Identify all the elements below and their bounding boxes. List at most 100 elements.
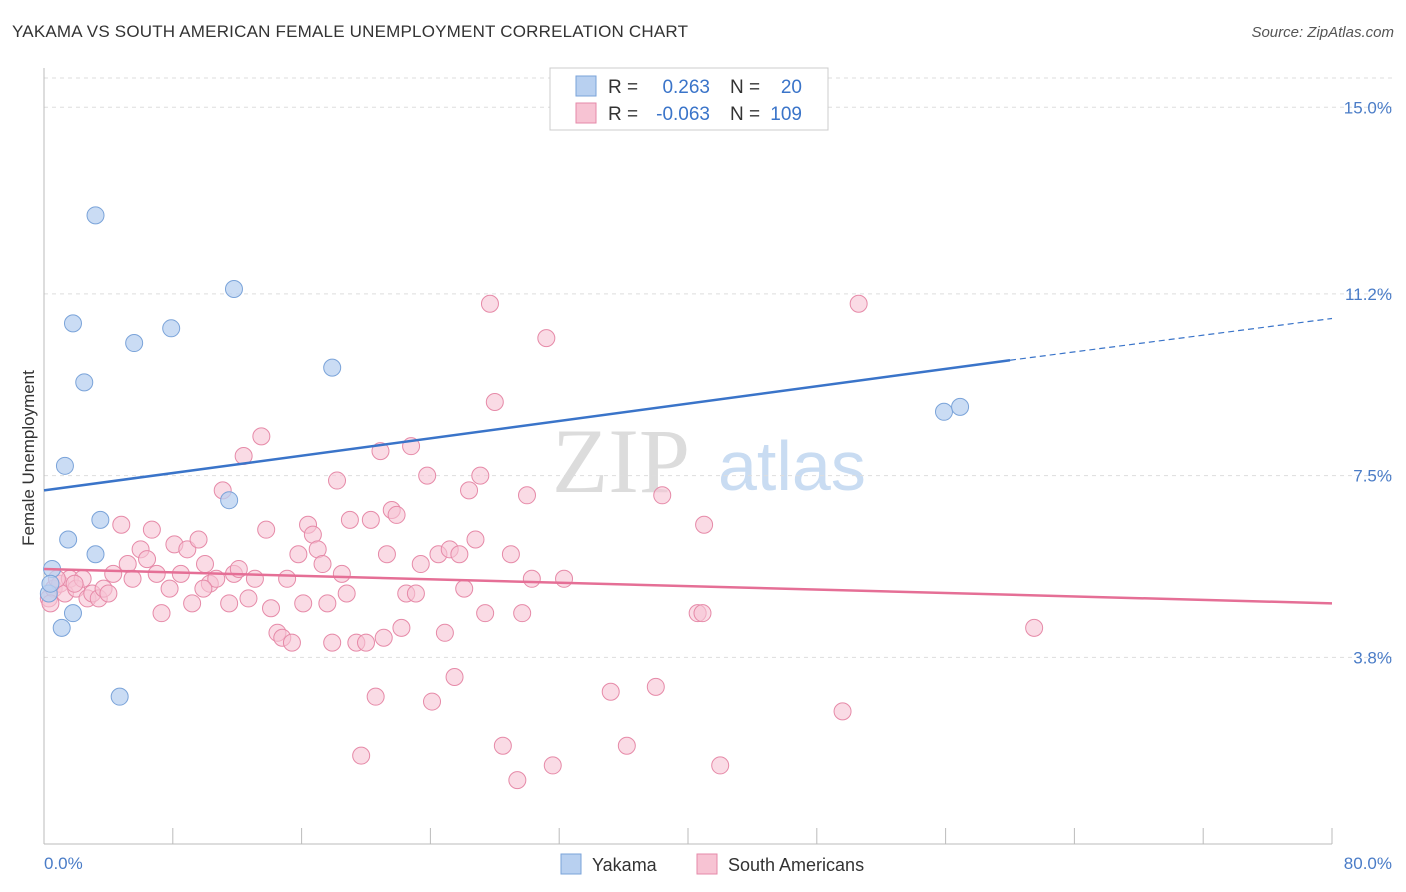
yakama-points	[39, 206, 970, 706]
south-americans-point	[323, 633, 342, 652]
south-americans-point	[352, 746, 371, 765]
series-legend-label-south-americans: South Americans	[728, 855, 864, 875]
legend-r-label: R =	[608, 77, 638, 98]
south-americans-point	[138, 550, 157, 569]
south-americans-point	[522, 569, 541, 588]
legend-r-label: R =	[608, 104, 638, 125]
south-americans-point	[406, 584, 425, 603]
yakama-trend-extension	[1009, 317, 1333, 361]
south-americans-point	[196, 555, 214, 574]
y-tick-label: 11.2%	[1345, 285, 1392, 304]
south-americans-point	[294, 594, 313, 613]
legend-r-value: -0.063	[656, 104, 710, 125]
x-tick-label-max: 80.0%	[1344, 854, 1392, 873]
south-americans-point	[123, 569, 142, 588]
yakama-point	[63, 314, 82, 333]
south-americans-point	[278, 569, 297, 588]
yakama-point	[52, 618, 71, 637]
legend-swatch-south-americans	[575, 102, 597, 124]
yakama-point	[59, 530, 78, 549]
yakama-point	[63, 604, 82, 623]
south-americans-point	[418, 466, 437, 485]
south-americans-point	[555, 569, 574, 588]
south-americans-point	[104, 564, 123, 583]
south-americans-point	[160, 579, 179, 598]
south-americans-point	[518, 486, 536, 505]
south-americans-point	[152, 604, 171, 623]
south-americans-point	[194, 579, 213, 598]
south-americans-point	[693, 604, 712, 623]
south-americans-point	[328, 471, 347, 490]
south-americans-point	[65, 574, 84, 593]
south-americans-point	[1025, 618, 1044, 637]
south-americans-point	[252, 427, 271, 446]
south-americans-point	[262, 599, 281, 618]
legend-n-label: N =	[730, 77, 760, 98]
south-americans-point	[480, 294, 499, 313]
south-americans-point	[289, 545, 308, 564]
south-americans-point	[435, 623, 454, 642]
south-americans-point	[601, 682, 620, 701]
south-americans-point	[332, 564, 351, 583]
south-americans-point	[833, 702, 852, 721]
south-americans-point	[537, 329, 556, 348]
south-americans-trend-line	[43, 567, 1333, 605]
yakama-point	[951, 397, 970, 416]
south-americans-point	[485, 392, 504, 411]
south-americans-point	[361, 510, 380, 529]
south-americans-point	[387, 505, 406, 524]
south-americans-point	[411, 555, 430, 574]
yakama-point	[110, 687, 129, 706]
south-americans-point	[189, 530, 208, 549]
series-legend-swatch-yakama	[560, 853, 582, 875]
y-tick-label: 15.0%	[1344, 98, 1392, 117]
legend-n-value: 20	[781, 77, 802, 98]
yakama-point	[91, 510, 110, 529]
yakama-trend-line	[43, 358, 1011, 492]
south-americans-point	[99, 584, 118, 603]
south-americans-point	[245, 569, 264, 588]
south-americans-point	[466, 530, 485, 549]
south-americans-point	[513, 604, 532, 623]
south-americans-point	[239, 589, 258, 608]
series-legend-label-yakama: Yakama	[592, 855, 658, 875]
south-americans-point	[455, 579, 474, 598]
y-axis-title: Female Unemployment	[19, 370, 38, 546]
south-americans-point	[318, 594, 337, 613]
x-tick-label-min: 0.0%	[44, 854, 83, 873]
south-americans-point	[471, 466, 490, 485]
legend-r-value: 0.263	[662, 77, 710, 98]
south-americans-point	[112, 515, 131, 534]
south-americans-point	[617, 736, 636, 755]
correlation-legend: R = 0.263 N = 20 R = -0.063 N = 109	[549, 67, 829, 131]
watermark-atlas: atlas	[718, 427, 866, 505]
y-tick-labels: 3.8% 7.5% 11.2% 15.0%	[1344, 98, 1392, 667]
south-americans-points	[39, 294, 1044, 790]
south-americans-point	[377, 545, 396, 564]
yakama-point	[162, 319, 181, 338]
south-americans-point	[711, 756, 730, 775]
yakama-point	[86, 206, 105, 225]
south-americans-point	[366, 687, 385, 706]
south-americans-point	[282, 633, 301, 652]
south-americans-point	[501, 545, 520, 564]
source-label: Source: ZipAtlas.com	[1251, 24, 1394, 41]
trend-lines	[43, 317, 1333, 605]
south-americans-point	[543, 756, 562, 775]
yakama-point	[323, 358, 342, 377]
yakama-point	[75, 373, 94, 392]
chart-title: YAKAMA VS SOUTH AMERICAN FEMALE UNEMPLOY…	[12, 22, 689, 41]
yakama-point	[934, 402, 953, 421]
yakama-point	[86, 545, 105, 564]
south-americans-point	[646, 677, 665, 696]
south-americans-point	[392, 618, 411, 637]
south-americans-point	[357, 633, 375, 652]
yakama-point	[125, 334, 144, 353]
south-americans-point	[337, 584, 356, 603]
south-americans-point	[340, 510, 359, 529]
x-ticks	[43, 828, 1333, 844]
south-americans-point	[493, 736, 512, 755]
south-americans-point	[849, 294, 868, 313]
south-americans-point	[476, 604, 495, 623]
